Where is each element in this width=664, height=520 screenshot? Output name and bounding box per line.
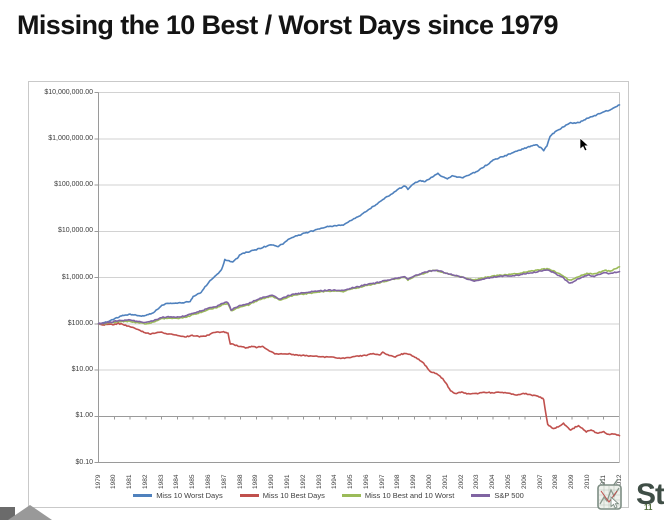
legend-label: S&P 500 bbox=[494, 491, 524, 500]
x-axis-tick-label: 1990 bbox=[268, 474, 276, 489]
x-axis-tick-label: 1981 bbox=[126, 474, 134, 489]
corner-triangle bbox=[8, 505, 52, 520]
x-axis-tick-label: 1995 bbox=[347, 474, 355, 489]
y-axis-tick-label: $1,000,000.00 bbox=[48, 134, 93, 142]
x-axis-tick-label: 2001 bbox=[441, 474, 449, 489]
chart-legend: Miss 10 Worst Days Miss 10 Best Days Miss … bbox=[29, 491, 628, 500]
y-axis-tick-label: $10,000,000.00 bbox=[44, 88, 93, 96]
chart-frame: $10,000,000.00 $1,000,000.00 $100,000.00 $1… bbox=[28, 81, 629, 508]
page-title: Missing the 10 Best / Worst Days since 1… bbox=[17, 10, 559, 40]
x-axis-tick-label: 2006 bbox=[520, 474, 528, 489]
x-axis-tick-label: 1998 bbox=[394, 474, 402, 489]
x-axis-tick-label: 1991 bbox=[283, 474, 291, 489]
x-axis-tick-label: 1993 bbox=[315, 474, 323, 489]
legend-label: Miss 10 Worst Days bbox=[156, 491, 223, 500]
legend-marker bbox=[341, 494, 361, 497]
series-line-miss-10-worst-days bbox=[97, 104, 621, 325]
y-axis-tick-label: $1.00 bbox=[75, 412, 93, 420]
x-axis-tick-label: 1999 bbox=[410, 474, 418, 489]
legend-marker bbox=[471, 494, 491, 497]
y-axis-tick-label: $1,000.00 bbox=[61, 273, 93, 281]
legend-item: Miss 10 Worst Days bbox=[133, 491, 223, 500]
y-axis-tick-label: $100,000.00 bbox=[54, 181, 93, 188]
x-axis-tick-label: 2008 bbox=[552, 474, 560, 489]
x-axis-tick-label: 1983 bbox=[157, 474, 165, 489]
x-axis-tick-label: 1994 bbox=[331, 474, 339, 489]
x-axis-tick-label: 1987 bbox=[220, 474, 228, 489]
y-axis-tick-label: $10,000.00 bbox=[57, 227, 93, 235]
legend-item: Miss 10 Best Days bbox=[239, 491, 325, 500]
y-axis-tick-label: $10.00 bbox=[71, 366, 93, 373]
line-chart bbox=[94, 92, 621, 463]
legend-item: S&P 500 bbox=[471, 491, 524, 500]
x-axis-tick-label: 2002 bbox=[457, 474, 465, 489]
series-line-miss-10-best-and-10-worst bbox=[97, 266, 621, 325]
x-axis-tick-label: 1986 bbox=[205, 474, 212, 489]
x-axis-tick-label: 1989 bbox=[252, 474, 260, 489]
x-axis-tick-label: 2005 bbox=[504, 474, 512, 489]
mouse-cursor-icon bbox=[580, 138, 590, 152]
x-axis-tick-label: 2003 bbox=[473, 474, 481, 489]
series-line-s-p-500 bbox=[97, 269, 621, 325]
legend-marker bbox=[133, 494, 153, 497]
x-axis-tick-label: 1996 bbox=[362, 474, 370, 489]
x-axis-tick-label: 1984 bbox=[173, 474, 181, 489]
legend-label: Miss 10 Best and 10 Worst bbox=[364, 491, 455, 500]
x-axis-tick-label: 2009 bbox=[568, 474, 576, 489]
x-axis-tick-label: 2007 bbox=[536, 474, 544, 489]
y-axis-tick-label: $100.00 bbox=[67, 319, 93, 327]
x-axis-tick-label: 2010 bbox=[583, 474, 591, 489]
x-axis-tick-label: 1997 bbox=[378, 474, 386, 489]
x-axis-tick-label: 1979 bbox=[94, 474, 102, 489]
x-axis-tick-label: 1988 bbox=[236, 474, 244, 489]
y-axis-tick-label: $0.10 bbox=[75, 458, 93, 466]
legend-label: Miss 10 Best Days bbox=[262, 491, 325, 500]
watermark-text: St bbox=[636, 478, 664, 511]
watermark-logo: St 11 bbox=[596, 477, 664, 520]
series-line-miss-10-best-days bbox=[97, 322, 621, 437]
legend-item: Miss 10 Best and 10 Worst bbox=[341, 491, 455, 500]
x-axis-tick-label: 2004 bbox=[489, 474, 497, 489]
x-axis-tick-label: 1980 bbox=[110, 474, 118, 489]
x-axis-tick-label: 1982 bbox=[141, 474, 149, 489]
legend-marker bbox=[239, 494, 259, 497]
x-axis-tick-label: 2000 bbox=[426, 474, 434, 489]
watermark-subtext: 11 bbox=[644, 503, 653, 512]
chart-monitor-icon bbox=[597, 478, 622, 510]
x-axis-tick-label: 1992 bbox=[299, 474, 307, 489]
x-axis-tick-label: 1985 bbox=[189, 474, 197, 489]
